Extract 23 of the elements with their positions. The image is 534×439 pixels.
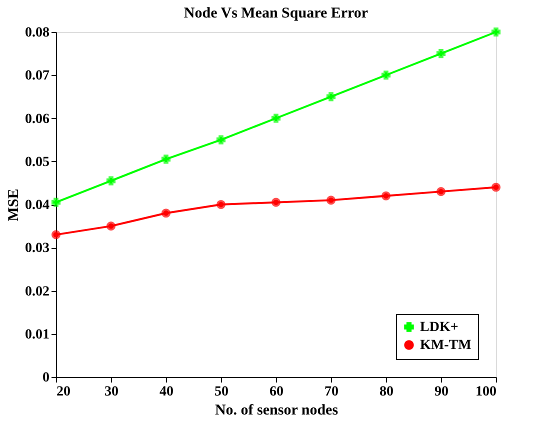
chart-title: Node Vs Mean Square Error <box>184 5 368 22</box>
x-tick-label: 70 <box>324 384 338 400</box>
y-tick-label: 0 <box>42 370 50 386</box>
x-tick-label: 90 <box>434 384 448 400</box>
x-tick-label: 80 <box>380 384 394 400</box>
x-tick-label: 50 <box>214 384 228 400</box>
legend-label: KM-TM <box>420 338 472 353</box>
y-tick-label: 0.04 <box>25 198 50 213</box>
x-tick-label: 40 <box>160 384 174 400</box>
y-tick-label: 0.08 <box>25 26 50 40</box>
x-tick-label: 20 <box>56 384 70 400</box>
y-tick-label: 0.02 <box>25 284 50 300</box>
y-axis-title: MSE <box>6 188 22 222</box>
x-axis-title: No. of sensor nodes <box>214 402 338 418</box>
x-tick-label: 60 <box>270 384 284 400</box>
y-tick-label: 0.06 <box>25 112 50 127</box>
y-tick-label: 0.03 <box>25 241 50 256</box>
y-tick-label: 0.05 <box>25 154 50 170</box>
legend-label: LDK+ <box>420 320 458 335</box>
x-tick-label: 100 <box>476 384 496 400</box>
y-tick-label: 0.07 <box>25 68 50 84</box>
y-tick-label: 0.01 <box>25 327 50 342</box>
x-tick-label: 30 <box>104 384 118 400</box>
